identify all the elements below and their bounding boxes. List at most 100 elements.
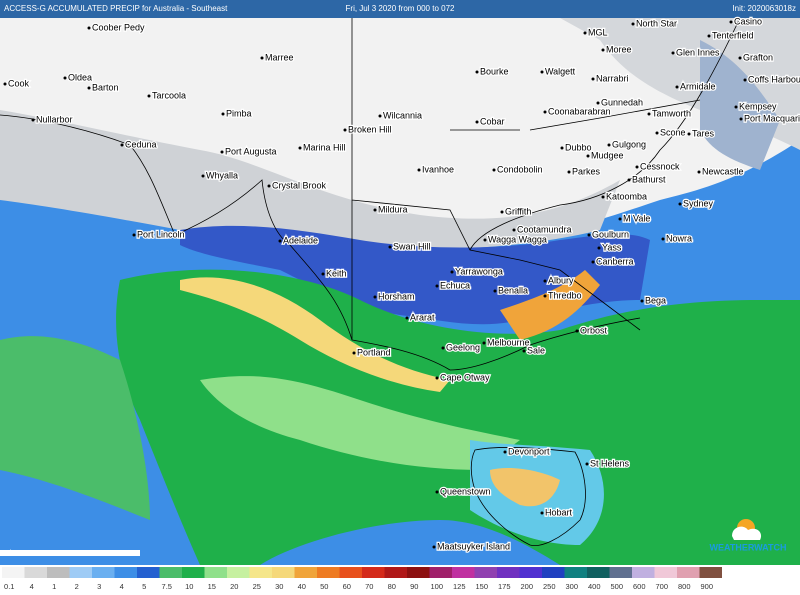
legend-swatch: [429, 567, 452, 578]
legend-swatch: [519, 567, 542, 578]
legend-label: 125: [453, 582, 466, 591]
legend-swatch: [92, 567, 115, 578]
town-dot: [631, 22, 635, 26]
town-label: Gulgong: [612, 139, 646, 149]
town-dot: [586, 154, 590, 158]
town-dot: [729, 20, 733, 24]
town-label: Barton: [92, 82, 119, 92]
legend-swatch: [407, 567, 430, 578]
run-date: Fri, Jul 3 2020 from 000 to 072: [346, 4, 456, 13]
town-label: Queenstown: [440, 486, 491, 496]
town-label: Grafton: [743, 52, 773, 62]
town-dot: [738, 56, 742, 60]
map-field: [0, 17, 800, 565]
town-dot: [343, 128, 347, 132]
legend-swatch: [474, 567, 497, 578]
town-label: Mildura: [378, 204, 408, 214]
legend-swatch: [272, 567, 295, 578]
town-dot: [601, 48, 605, 52]
town-dot: [591, 77, 595, 81]
town-label: Port Lincoln: [137, 229, 185, 239]
town-dot: [417, 168, 421, 172]
town-dot: [540, 511, 544, 515]
town-dot: [678, 202, 682, 206]
legend-swatch: [564, 567, 587, 578]
town-dot: [512, 228, 516, 232]
town-label: North Star: [636, 18, 677, 28]
town-dot: [373, 208, 377, 212]
town-label: MGL: [588, 27, 608, 37]
town-label: Narrabri: [596, 73, 629, 83]
town-label: Kempsey: [739, 101, 777, 111]
town-label: Katoomba: [606, 191, 647, 201]
town-label: Sale: [527, 345, 545, 355]
town-dot: [493, 289, 497, 293]
town-label: Yass: [602, 242, 622, 252]
town-dot: [734, 105, 738, 109]
legend-swatch: [362, 567, 385, 578]
town-dot: [671, 51, 675, 55]
town-dot: [388, 245, 392, 249]
legend-swatch: [542, 567, 565, 578]
legend-label: 175: [498, 582, 511, 591]
legend-label: 10: [185, 582, 193, 591]
town-dot: [739, 117, 743, 121]
town-label: Casino: [734, 16, 762, 26]
town-dot: [743, 78, 747, 82]
town-dot: [601, 195, 605, 199]
legend-swatch: [452, 567, 475, 578]
legend-label: 0.1: [4, 582, 14, 591]
town-dot: [640, 299, 644, 303]
legend-label: 3: [97, 582, 101, 591]
legend-label: 4: [30, 582, 34, 591]
town-label: Coober Pedy: [92, 22, 145, 32]
town-label: Tamworth: [652, 108, 691, 118]
town-label: Echuca: [440, 280, 470, 290]
town-dot: [298, 146, 302, 150]
town-label: Marina Hill: [303, 142, 346, 152]
town-dot: [435, 490, 439, 494]
legend-swatch: [339, 567, 362, 578]
town-label: Horsham: [378, 291, 415, 301]
legend-swatch: [294, 567, 317, 578]
legend-label: 5: [142, 582, 146, 591]
town-dot: [432, 545, 436, 549]
legend-swatch: [24, 567, 47, 578]
town-label: Albury: [548, 275, 574, 285]
legend-label: 4: [120, 582, 124, 591]
legend-label: 900: [700, 582, 713, 591]
map-title: ACCESS-G ACCUMULATED PRECIP for Australi…: [4, 4, 228, 13]
town-label: Tarcoola: [152, 90, 186, 100]
init-time: Init: 2020063018z: [732, 4, 796, 13]
town-label: Wagga Wagga: [488, 234, 547, 244]
town-label: Bathurst: [632, 174, 666, 184]
town-dot: [707, 34, 711, 38]
legend-label: 25: [253, 582, 261, 591]
legend-swatch: [654, 567, 677, 578]
town-label: Tares: [692, 128, 715, 138]
town-dot: [63, 76, 67, 80]
town-dot: [543, 110, 547, 114]
town-label: Glen Innes: [676, 47, 720, 57]
legend-label: 60: [343, 582, 351, 591]
town-label: Griffith: [505, 206, 531, 216]
min-max: Min: 0, Max: 57.7: [4, 550, 58, 557]
town-label: Maatsuyker Island: [437, 541, 510, 551]
town-dot: [560, 146, 564, 150]
town-label: Oldea: [68, 72, 92, 82]
town-dot: [596, 101, 600, 105]
town-dot: [321, 272, 325, 276]
legend-label: 600: [633, 582, 646, 591]
town-dot: [441, 346, 445, 350]
town-label: Goulburn: [592, 229, 629, 239]
town-label: M Vale: [623, 213, 650, 223]
town-dot: [543, 294, 547, 298]
legend-swatch: [47, 567, 70, 578]
town-dot: [543, 279, 547, 283]
town-label: Nullarbor: [36, 114, 73, 124]
town-dot: [587, 233, 591, 237]
town-dot: [661, 237, 665, 241]
town-label: Melbourne: [487, 337, 530, 347]
town-label: Ararat: [410, 312, 435, 322]
town-label: Canberra: [596, 256, 634, 266]
